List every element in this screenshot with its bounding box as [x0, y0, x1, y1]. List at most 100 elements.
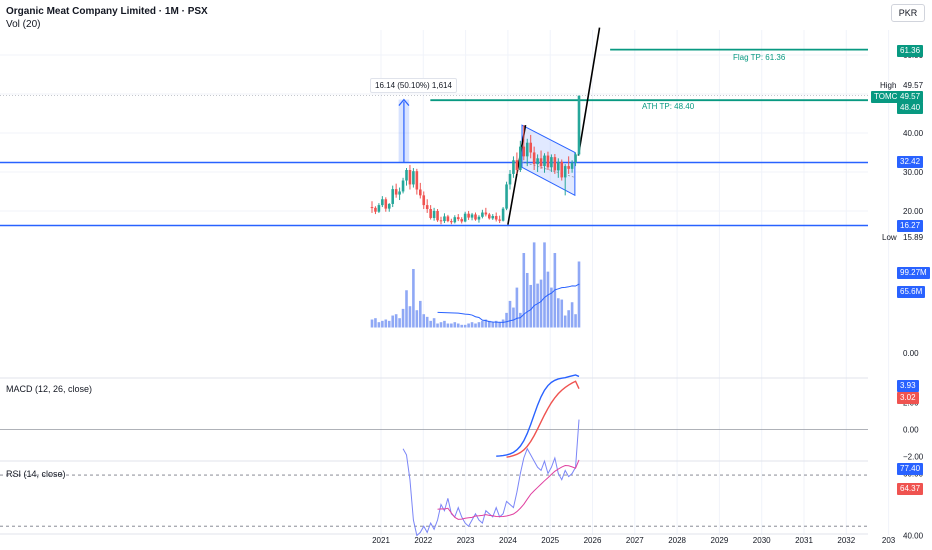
chart-title: Organic Meat Company Limited · 1M · PSX — [6, 6, 208, 17]
high-value: 49.57 — [903, 81, 924, 90]
low-label: Low — [882, 233, 897, 242]
signal-line — [506, 380, 580, 458]
candle-body — [387, 203, 391, 209]
rsi-label[interactable]: RSI (14, close) — [6, 469, 66, 479]
candle-body — [443, 216, 446, 222]
volume-bar — [519, 312, 522, 328]
candle-body — [522, 146, 526, 157]
volume-bar — [439, 322, 443, 328]
base-price-tag: 16.27 — [897, 220, 924, 232]
macd-label[interactable]: MACD (12, 26, close) — [6, 384, 93, 394]
support-price-tag: 32.42 — [897, 156, 924, 168]
candle-body — [515, 160, 519, 171]
candle-body — [391, 189, 394, 204]
candle-body — [408, 170, 412, 185]
candle-body — [467, 213, 470, 218]
volume-bar — [429, 320, 432, 328]
volume-bar — [419, 300, 422, 328]
candle-body — [539, 158, 543, 167]
high-label: High — [880, 81, 897, 90]
volume-bar — [370, 319, 374, 328]
volume-bar — [515, 287, 519, 328]
candles — [370, 95, 581, 225]
candle-body — [498, 219, 501, 221]
volume-ma-line — [437, 283, 580, 323]
rsi-ma-tag: 64.37 — [897, 483, 924, 495]
candle-body — [529, 142, 532, 153]
time-tick-label: 2026 — [584, 536, 602, 545]
candle-body — [439, 220, 443, 222]
time-tick-label: 2030 — [753, 536, 771, 545]
volume-bar — [408, 306, 412, 328]
current-price-tag: 49.57 — [897, 91, 924, 103]
volume-bar — [425, 316, 429, 328]
volume-bar — [525, 272, 529, 328]
volume-bar — [567, 310, 570, 328]
volume-bar — [512, 307, 515, 328]
volume-bar — [467, 323, 470, 328]
candle-body — [470, 214, 474, 218]
candle-body — [577, 95, 581, 155]
candle-body — [508, 173, 512, 185]
time-tick-label: 2022 — [414, 536, 432, 545]
volume-bar — [394, 314, 398, 328]
volume-bar — [377, 322, 381, 328]
time-tick-label: 2025 — [541, 536, 559, 545]
volume-ma-tag: 65.6M — [897, 286, 926, 298]
candle-body — [543, 155, 546, 167]
volume-bar — [494, 320, 498, 328]
candle-body — [557, 161, 560, 171]
candle-body — [481, 212, 484, 217]
volume-bar — [401, 308, 405, 328]
volume-bar — [470, 322, 474, 328]
volume-bar — [387, 320, 391, 328]
time-tick-label: 2031 — [795, 536, 813, 545]
candle-body — [550, 157, 553, 168]
candle-body — [525, 142, 529, 157]
volume-bar — [412, 268, 415, 328]
time-tick-label: 2021 — [372, 536, 390, 545]
signal-value-tag: 3.02 — [897, 392, 919, 404]
candle-body — [570, 162, 574, 169]
volume-bar — [543, 242, 546, 328]
flag-projection-line — [577, 27, 601, 156]
candle-body — [494, 216, 498, 220]
volume-bar — [463, 324, 467, 328]
candle-body — [436, 210, 439, 221]
candle-body — [563, 166, 567, 178]
candle-body — [381, 199, 384, 206]
candle-body — [446, 216, 450, 222]
volume-bar — [536, 283, 539, 328]
candle-body — [456, 217, 460, 220]
rsi-value-tag: 77.40 — [897, 463, 924, 475]
time-tick-label: 2028 — [668, 536, 686, 545]
volume-bars — [370, 242, 581, 328]
candle-body — [419, 189, 422, 196]
candle-body — [422, 195, 426, 206]
currency-button[interactable]: PKR — [891, 4, 925, 22]
candle-body — [512, 160, 515, 174]
candle-body — [505, 184, 508, 209]
volume-indicator-label[interactable]: Vol (20) — [6, 19, 41, 30]
macd-value-tag: 3.93 — [897, 380, 919, 392]
measure-arrowhead — [398, 98, 410, 106]
volume-bar — [539, 279, 543, 328]
candle-body — [488, 214, 491, 219]
axis-text: 2021 2022 2023 2024 2025 2026 2027 2028 2029 2030… — [372, 51, 924, 545]
candle-body — [398, 191, 401, 195]
flag-tp-price-tag: 61.36 — [897, 45, 924, 57]
candle-body — [453, 217, 457, 223]
time-tick-label: 2027 — [626, 536, 644, 545]
candle-body — [536, 158, 539, 165]
candle-body — [460, 219, 463, 222]
volume-bar — [550, 287, 553, 328]
volume-bar — [381, 320, 384, 328]
volume-bar — [546, 271, 550, 328]
candle-body — [450, 221, 453, 223]
macd-tick-label: 0.00 — [903, 426, 919, 435]
volume-value-tag: 99.27M — [897, 267, 930, 279]
volume-bar — [456, 323, 460, 328]
volume-bar — [557, 298, 560, 328]
candle-body — [553, 157, 557, 171]
